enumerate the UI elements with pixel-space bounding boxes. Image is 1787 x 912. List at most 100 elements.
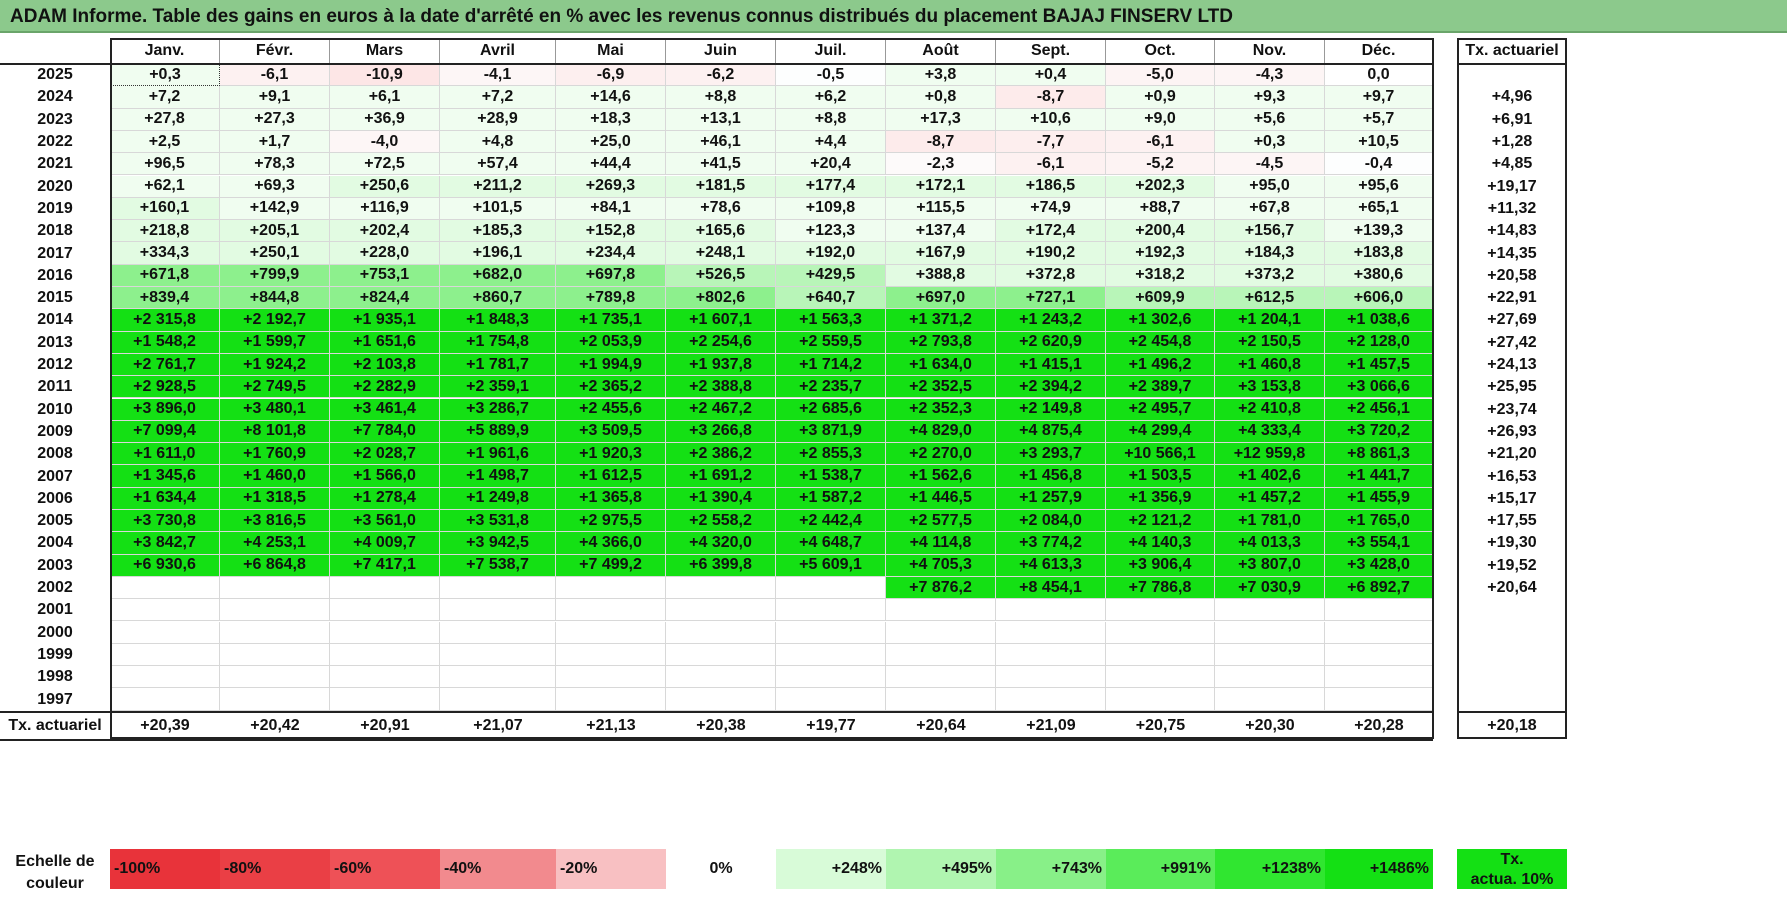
table-cell — [440, 666, 556, 689]
row-actuarial-rate — [1457, 622, 1567, 644]
table-cell: +1 765,0 — [1325, 510, 1433, 533]
row-year: 2015 — [37, 289, 73, 307]
row-actuarial-rate: +27,42 — [1487, 333, 1537, 351]
row-year: 2022 — [37, 133, 73, 151]
table-cell: +192,3 — [1106, 242, 1215, 265]
table-cell: +181,5 — [666, 175, 776, 198]
footer-cell: +20,39 — [140, 716, 190, 734]
table-cell: +5 889,9 — [440, 420, 556, 444]
table-cell: +184,3 — [1215, 242, 1325, 265]
table-cell: +0,9 — [1106, 86, 1215, 109]
table-cell: +3 730,8 — [110, 510, 220, 533]
table-cell: -5,0 — [1106, 64, 1215, 87]
row-year: 2023 — [37, 110, 73, 128]
table-cell — [776, 599, 886, 622]
table-cell — [666, 621, 776, 644]
table-cell: +172,1 — [886, 175, 996, 198]
table-cell: +1 691,2 — [666, 465, 776, 488]
table-cell — [330, 621, 440, 644]
table-cell — [1325, 666, 1433, 689]
table-cell — [110, 688, 220, 711]
table-cell: +6 930,6 — [110, 554, 220, 577]
table-cell: +1 548,2 — [110, 331, 220, 354]
table-cell — [556, 688, 666, 711]
table-cell — [996, 643, 1106, 667]
table-cell: +5,6 — [1215, 108, 1325, 131]
table-cell: +2 975,5 — [556, 510, 666, 533]
table-cell: +6,2 — [776, 86, 886, 109]
table-cell: +10,5 — [1325, 130, 1433, 154]
row-actuarial-rate — [1457, 644, 1567, 666]
row-actuarial-rate: +27,69 — [1487, 311, 1537, 329]
table-cell: +4,4 — [776, 130, 886, 154]
table-cell — [1106, 643, 1215, 667]
table-cell — [996, 621, 1106, 644]
row-year: 2016 — [37, 266, 73, 284]
table-cell: +1 371,2 — [886, 309, 996, 332]
row-actuarial-rate: +4,85 — [1491, 155, 1533, 173]
table-cell: +185,3 — [440, 220, 556, 243]
month-header-5: Mai — [556, 38, 666, 64]
table-cell: -6,1 — [220, 64, 330, 87]
table-cell: +606,0 — [1325, 287, 1433, 310]
table-cell: +190,2 — [996, 242, 1106, 265]
table-cell: +1 365,8 — [556, 487, 666, 510]
row-year: 2004 — [37, 534, 73, 552]
table-cell: +1 460,8 — [1215, 353, 1325, 377]
table-cell: +1 961,6 — [440, 443, 556, 466]
table-cell: -4,5 — [1215, 153, 1325, 176]
table-cell: +2 793,8 — [886, 331, 996, 354]
table-cell: +1,7 — [220, 130, 330, 154]
row-year: 1999 — [37, 645, 73, 663]
table-cell: +67,8 — [1215, 197, 1325, 221]
table-cell — [220, 688, 330, 711]
row-year: 2014 — [37, 311, 73, 329]
table-cell: +4 613,3 — [996, 554, 1106, 577]
table-cell: +1 455,9 — [1325, 487, 1433, 510]
table-cell — [220, 643, 330, 667]
table-cell: +2 352,5 — [886, 376, 996, 399]
table-cell: +1 318,5 — [220, 487, 330, 510]
table-cell: +2 103,8 — [330, 353, 440, 377]
table-cell: +373,2 — [1215, 264, 1325, 287]
table-cell — [666, 576, 776, 600]
table-cell: +824,4 — [330, 287, 440, 310]
table-cell: +2 442,4 — [776, 510, 886, 533]
table-cell: +1 611,0 — [110, 443, 220, 466]
table-cell: +2 495,7 — [1106, 398, 1215, 421]
table-cell: +1 612,5 — [556, 465, 666, 488]
row-year: 2013 — [37, 333, 73, 351]
table-cell: +228,0 — [330, 242, 440, 265]
table-cell — [1325, 621, 1433, 644]
table-cell: +1 781,7 — [440, 353, 556, 377]
table-cell: -5,2 — [1106, 153, 1215, 176]
table-cell: +4 253,1 — [220, 532, 330, 555]
table-cell: +1 994,9 — [556, 353, 666, 377]
footer-cell: +20,91 — [360, 716, 410, 734]
table-cell: +4 140,3 — [1106, 532, 1215, 555]
table-cell: +3 906,4 — [1106, 554, 1215, 577]
table-cell: +1 278,4 — [330, 487, 440, 510]
footer-cell: +20,38 — [696, 716, 746, 734]
table-cell — [666, 666, 776, 689]
row-year: 2025 — [37, 66, 73, 84]
table-cell: +116,9 — [330, 197, 440, 221]
scale-swatch: +1486% — [1325, 849, 1433, 889]
table-cell — [220, 666, 330, 689]
table-cell: +1 760,9 — [220, 443, 330, 466]
table-cell: +1 204,1 — [1215, 309, 1325, 332]
row-year: 2007 — [37, 467, 73, 485]
table-cell: +2 386,2 — [666, 443, 776, 466]
table-cell: +3 942,5 — [440, 532, 556, 555]
row-actuarial-rate: +26,93 — [1487, 422, 1537, 440]
table-cell — [330, 576, 440, 600]
table-cell: +96,5 — [110, 153, 220, 176]
scale-swatch: +1238% — [1215, 849, 1325, 889]
row-actuarial-rate: +19,17 — [1487, 177, 1537, 195]
scale-swatch: 0% — [666, 849, 776, 889]
scale-swatch: +248% — [776, 849, 886, 889]
table-cell: +1 735,1 — [556, 309, 666, 332]
table-cell: +1 754,8 — [440, 331, 556, 354]
table-cell: +2 270,0 — [886, 443, 996, 466]
table-cell — [440, 688, 556, 711]
